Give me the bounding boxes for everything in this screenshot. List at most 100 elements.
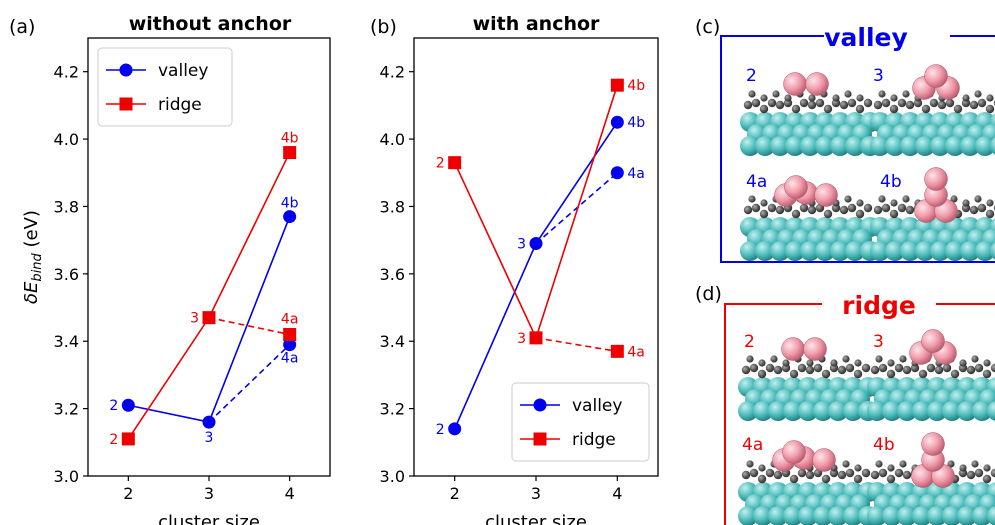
carbon-atom — [986, 94, 993, 101]
carbon-atom — [792, 210, 800, 218]
carbon-atom — [790, 475, 798, 483]
panel-d-structures: (d) ridge 2 3 4a 4b — [695, 283, 995, 525]
carbon-atom — [983, 475, 991, 483]
panel-b-xtick-label: 3 — [531, 484, 541, 503]
carbon-atom — [887, 475, 895, 483]
panel-a-legend: valleyridge — [98, 48, 232, 126]
valley-label-4b: 4b — [880, 172, 902, 192]
carbon-atom — [887, 359, 894, 366]
carbon-atom — [742, 366, 750, 374]
carbon-atom — [971, 355, 978, 362]
carbon-atom — [854, 370, 862, 378]
carbon-atom — [871, 366, 879, 374]
panel-a-ridge-point — [203, 311, 216, 324]
panel-a-ridge-point — [283, 146, 296, 159]
carbon-atom — [814, 364, 822, 372]
carbon-atom — [898, 204, 906, 212]
panel-a-xtick-label: 3 — [204, 484, 214, 503]
valley-label-3: 3 — [873, 66, 884, 86]
carbon-atom — [935, 366, 943, 374]
panel-a-xlabel: cluster size — [158, 512, 260, 525]
carbon-atom — [848, 99, 856, 107]
carbon-atom — [744, 101, 752, 109]
panel-a-ytick-label: 3.8 — [54, 197, 79, 216]
carbon-atom — [824, 105, 832, 113]
carbon-atom — [875, 460, 882, 467]
carbon-atom — [906, 101, 914, 109]
panel-b-valley-point — [611, 166, 624, 179]
carbon-atom — [938, 101, 946, 109]
panel-a-ridge-point-label: 4a — [281, 311, 299, 327]
structure-ridge-2 — [738, 338, 878, 422]
carbon-atom — [856, 210, 864, 218]
carbon-atom — [798, 469, 806, 477]
carbon-atom — [974, 90, 981, 97]
carbon-atom — [971, 460, 978, 467]
carbon-atom — [943, 364, 951, 372]
carbon-atom — [974, 195, 981, 202]
panel-a-valley-point-label: 4a — [281, 351, 299, 367]
panel-a-legend-label: ridge — [158, 95, 202, 115]
cluster-atom — [783, 441, 806, 464]
carbon-atom — [808, 101, 816, 109]
carbon-atom — [816, 99, 824, 107]
panel-a-letter: (a) — [9, 16, 35, 38]
panel-c-structures: (c) valley 2 3 4a 4b — [695, 16, 995, 262]
panel-b-valley-point — [530, 237, 543, 250]
panel-a-valley-point-label: 4b — [281, 196, 299, 212]
cluster-atom — [782, 338, 805, 361]
ridge-label-2: 2 — [744, 332, 755, 352]
structure-valley-2 — [740, 73, 880, 157]
panel-a-ridge-point — [122, 432, 135, 445]
carbon-atom — [983, 464, 990, 471]
panel-a-valley-dashed-line — [209, 345, 290, 422]
carbon-atom — [758, 370, 766, 378]
panel-b-ridge-point-label: 4b — [627, 78, 645, 94]
carbon-atom — [766, 364, 774, 372]
carbon-atom — [983, 370, 991, 378]
panel-b-valley-point — [611, 116, 624, 129]
carbon-atom — [844, 90, 851, 97]
carbon-atom — [879, 364, 887, 372]
cluster-atom — [925, 65, 948, 88]
carbon-atom — [890, 105, 898, 113]
carbon-atom — [822, 475, 830, 483]
panel-b-ridge-point-label: 4a — [627, 344, 645, 360]
carbon-atom — [744, 206, 752, 214]
carbon-atom — [890, 199, 897, 206]
panel-b-ridge-point-label: 3 — [517, 331, 526, 347]
carbon-atom — [752, 204, 760, 212]
carbon-atom — [862, 469, 870, 477]
cluster-atom — [925, 168, 948, 191]
carbon-atom — [854, 359, 861, 366]
carbon-atom — [882, 204, 890, 212]
carbon-atom — [848, 204, 856, 212]
carbon-atom — [846, 364, 854, 372]
carbon-atom — [760, 94, 767, 101]
carbon-atom — [806, 366, 814, 374]
structure-ridge-3 — [867, 330, 995, 422]
carbon-atom — [903, 366, 911, 374]
carbon-atom — [800, 99, 808, 107]
panel-a-xtick-label: 4 — [285, 484, 295, 503]
panel-a-ytick-label: 4.0 — [54, 130, 79, 149]
panel-a-ridge-point-label: 4b — [281, 131, 299, 147]
carbon-atom — [840, 206, 848, 214]
carbon-atom — [844, 195, 851, 202]
carbon-atom — [776, 206, 784, 214]
panel-a-ridge-line — [128, 153, 289, 439]
panel-b-title: with anchor — [473, 13, 600, 35]
carbon-atom — [854, 464, 861, 471]
carbon-atom — [887, 464, 894, 471]
carbon-atom — [878, 195, 885, 202]
carbon-atom — [760, 105, 768, 113]
panel-a-ytick-label: 3.2 — [54, 400, 79, 419]
carbon-atom — [878, 90, 885, 97]
carbon-atom — [887, 370, 895, 378]
carbon-atom — [991, 469, 995, 477]
carbon-atom — [758, 464, 765, 471]
panel-b-ytick-label: 3.8 — [380, 197, 405, 216]
carbon-atom — [758, 359, 765, 366]
panel-a-ridge-point-label: 3 — [190, 311, 199, 327]
carbon-atom — [840, 101, 848, 109]
